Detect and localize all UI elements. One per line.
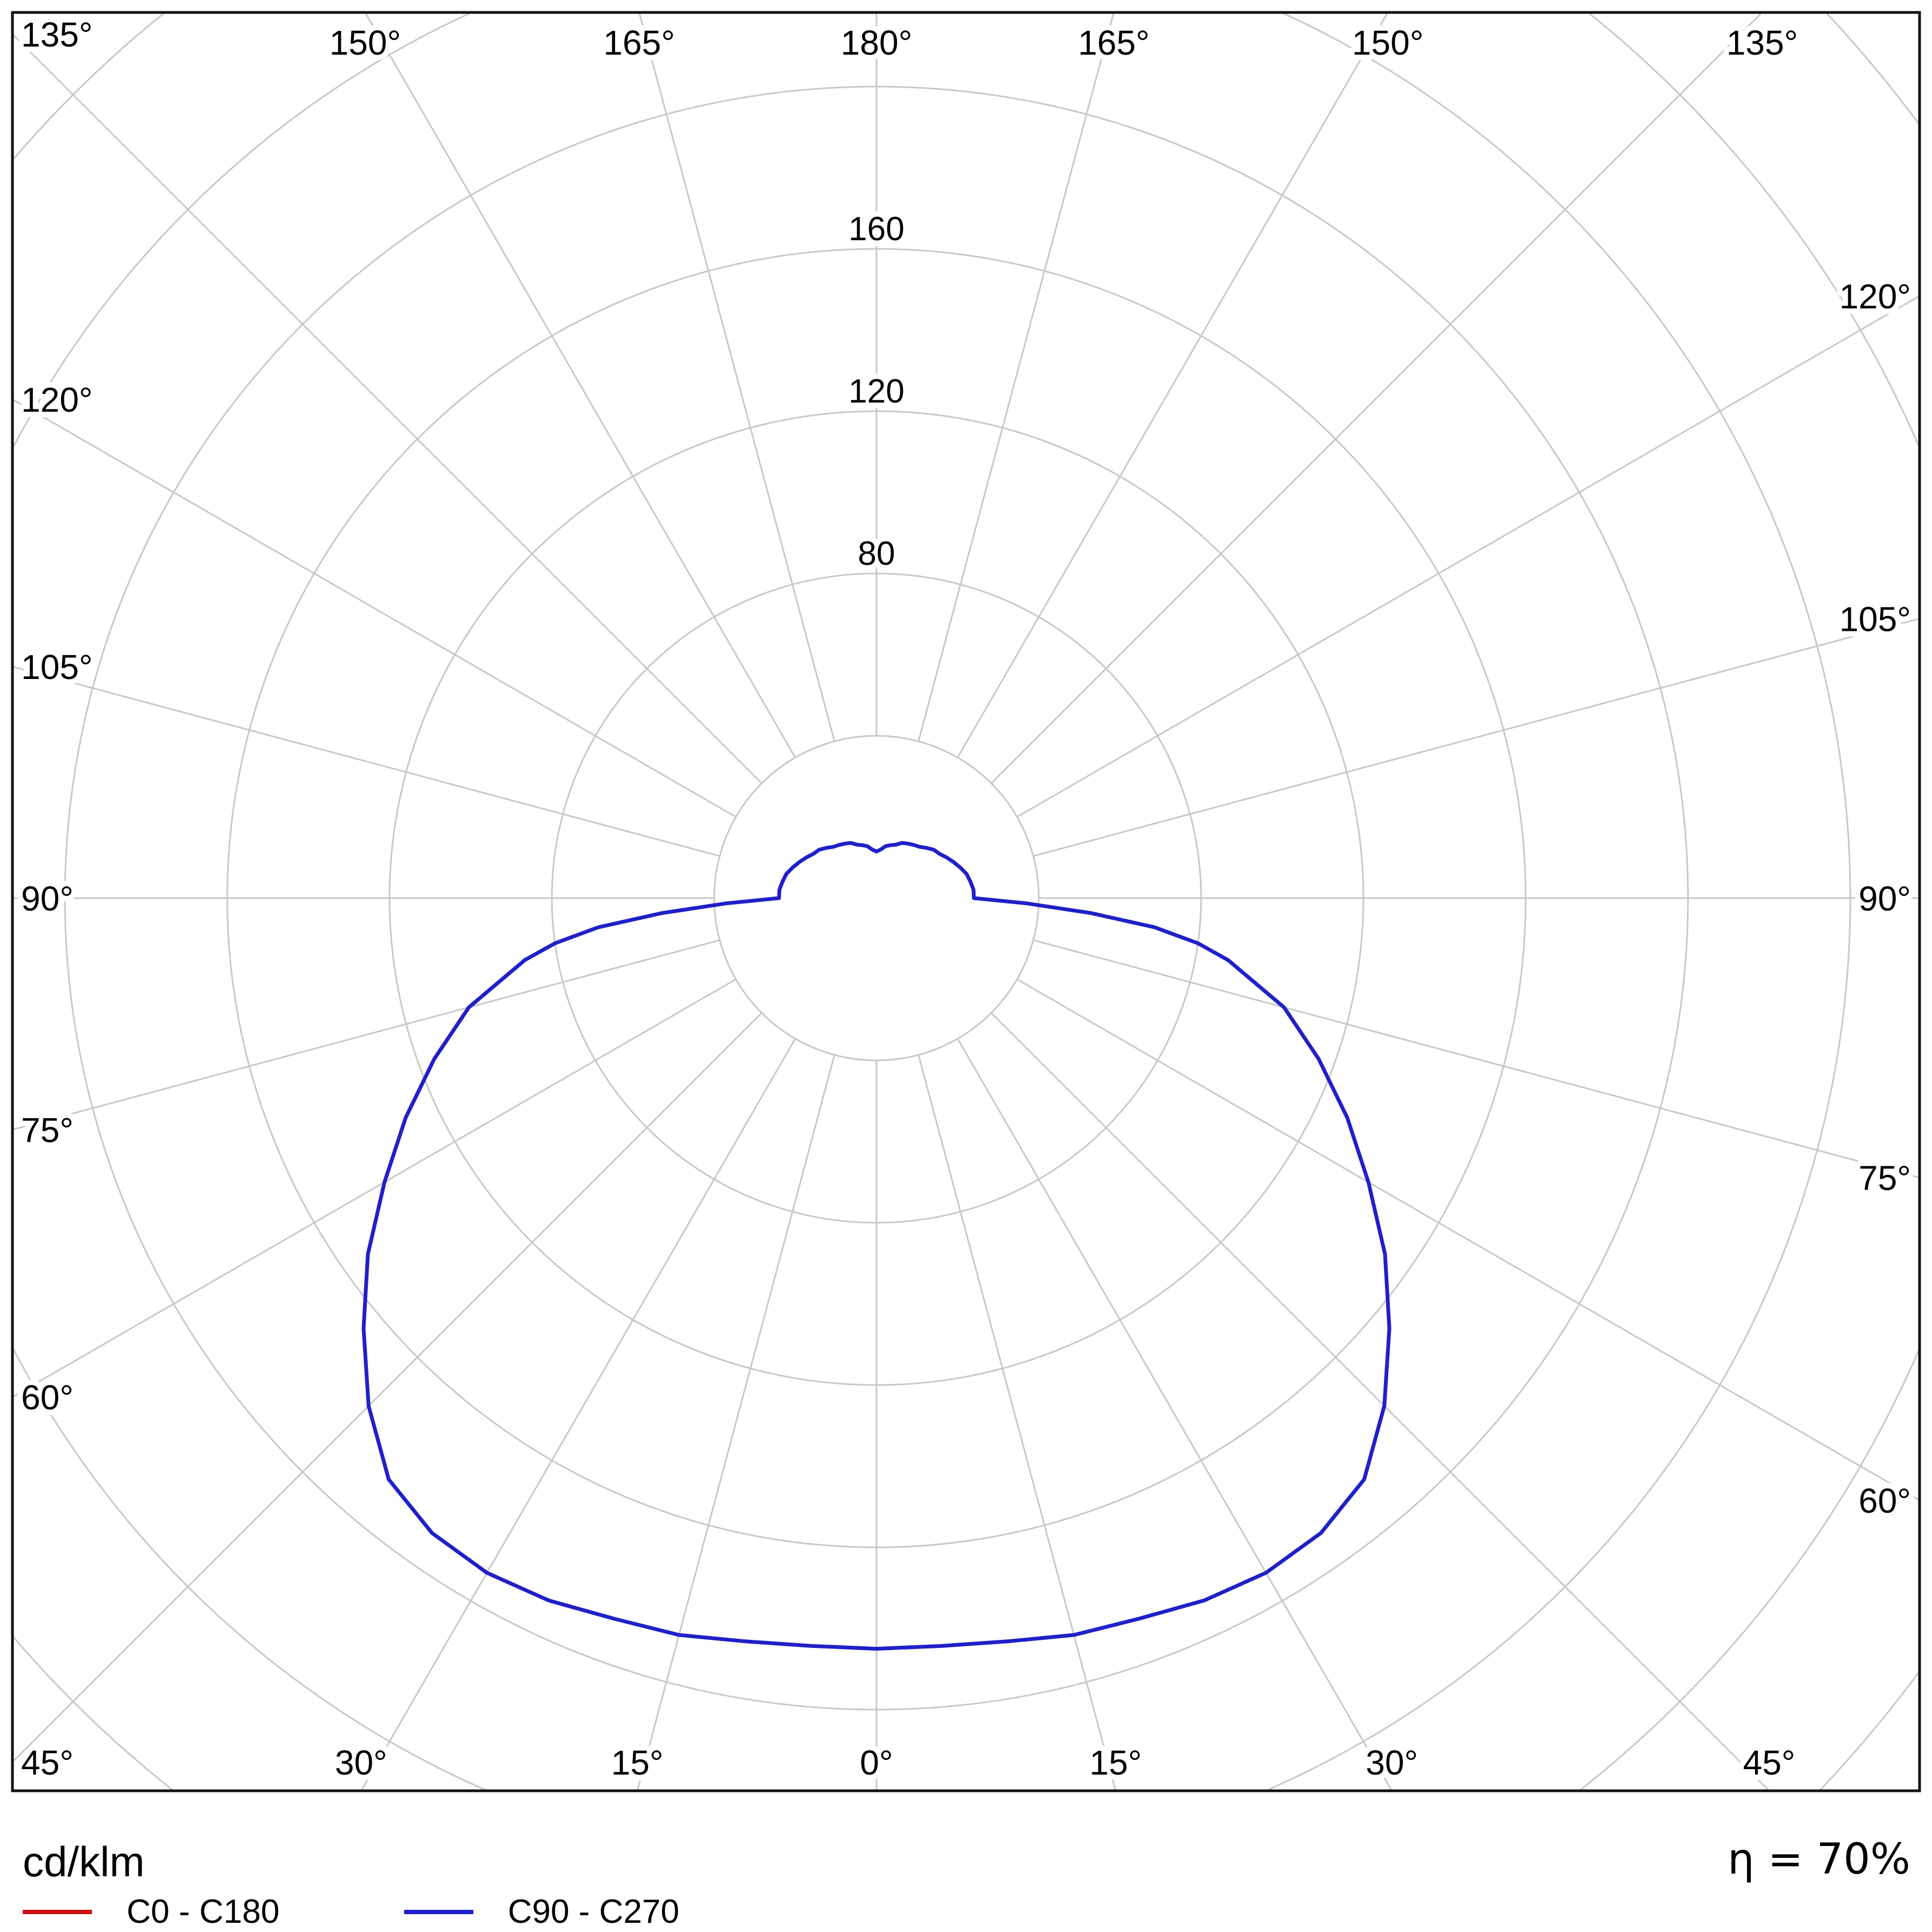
angle-label-150-right: 150° — [1352, 23, 1423, 62]
angle-label-15-left: 15° — [611, 1743, 663, 1782]
angle-label-30-left: 30° — [335, 1743, 387, 1782]
c0-c180-line-swatch — [23, 1909, 92, 1914]
angle-label-90-left: 90° — [21, 879, 74, 918]
angle-label-135-right: 135° — [1726, 23, 1798, 62]
curve-C90-C270 — [361, 841, 1392, 1651]
angle-label-75-right: 75° — [1858, 1159, 1911, 1198]
angle-label-105-left: 105° — [21, 648, 93, 687]
angle-label-60-left: 60° — [21, 1378, 74, 1417]
angle-label-0-right: 0° — [860, 1743, 893, 1782]
c90-c270-line-swatch — [404, 1909, 473, 1914]
angle-label-120-left: 120° — [21, 380, 93, 419]
legend-label-c0-c180: C0 - C180 — [127, 1893, 280, 1930]
angle-label-30-right: 30° — [1366, 1743, 1418, 1782]
efficiency-label: η = 70% — [1727, 1835, 1910, 1884]
angle-label-165-right: 165° — [1078, 23, 1149, 62]
angle-label-75-left: 75° — [21, 1111, 74, 1150]
unit-label: cd/klm — [23, 1838, 145, 1885]
ring-labels: 80 120 160 — [843, 205, 909, 578]
curves — [361, 841, 1392, 1651]
angle-label-45-left: 45° — [21, 1743, 74, 1782]
angle-label-90-right: 90° — [1858, 879, 1911, 918]
angle-labels: 0° 15° 15° 30° 30° 45° 45° 60° 60° 75° 75° 90° 90° 10… — [16, 10, 1916, 1788]
angle-label-60-right: 60° — [1858, 1481, 1911, 1520]
angle-label-120-right: 120° — [1839, 277, 1911, 316]
ring-label-120: 120 — [848, 373, 904, 410]
angle-label-45-right: 45° — [1743, 1743, 1796, 1782]
ring-label-80: 80 — [858, 535, 895, 572]
angle-label-105-right: 105° — [1839, 599, 1911, 638]
legend-label-c90-c270: C90 - C270 — [507, 1893, 680, 1930]
angle-label-165-left: 165° — [603, 23, 675, 62]
ring-label-160: 160 — [848, 210, 904, 248]
plot-border — [11, 11, 1921, 1792]
legend: C0 - C180 C90 - C270 — [23, 1893, 804, 1931]
angle-label-150-left: 150° — [329, 23, 401, 62]
angle-label-180-right: 180° — [841, 23, 912, 62]
angle-label-15-right: 15° — [1090, 1743, 1142, 1782]
angle-label-135-left: 135° — [21, 15, 93, 54]
